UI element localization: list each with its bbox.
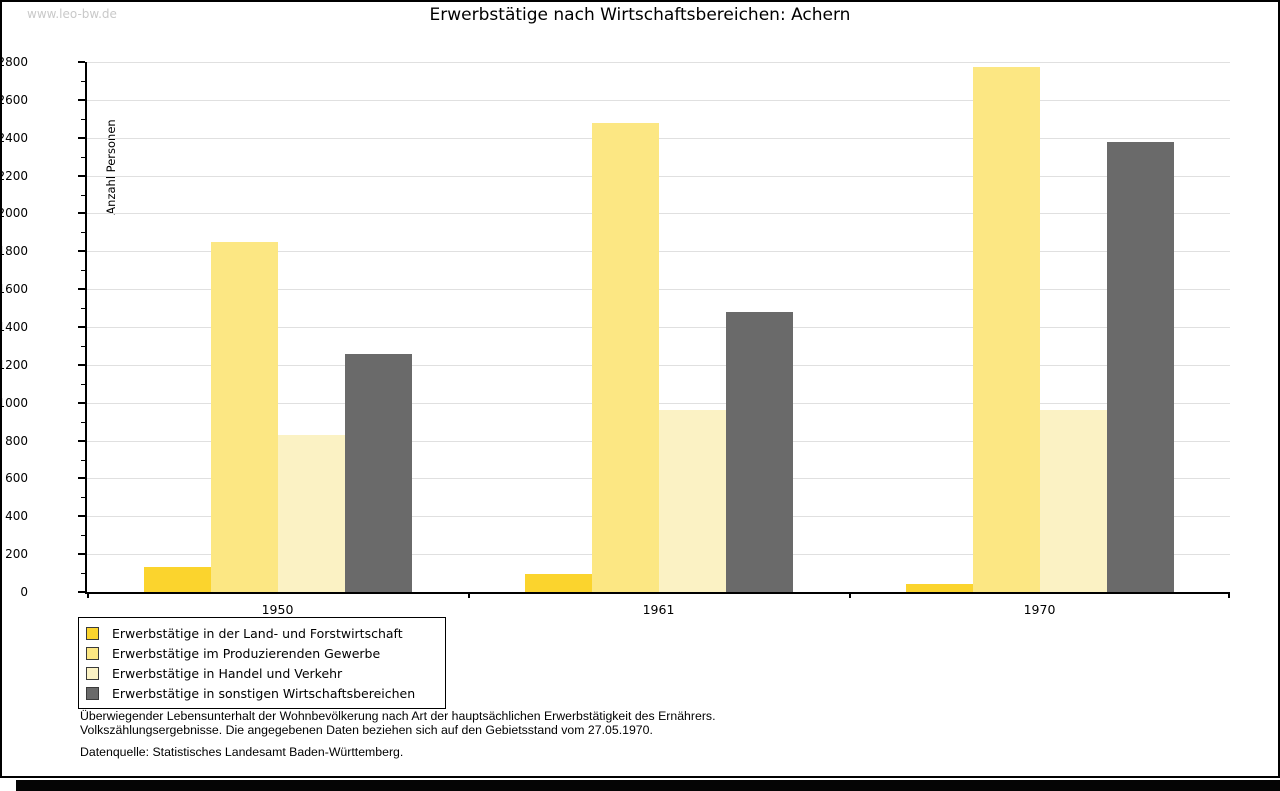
x-axis-tick: [1228, 592, 1230, 598]
data-source-text: Datenquelle: Statistisches Landesamt Bad…: [80, 745, 404, 759]
legend-swatch: [86, 686, 99, 700]
legend-label: Erwerbstätige in der Land- und Forstwirt…: [112, 625, 403, 641]
bar: [344, 353, 412, 592]
legend-item: Erwerbstätige in sonstigen Wirtschaftsbe…: [86, 683, 438, 703]
legend-item: Erwerbstätige in Handel und Verkehr: [86, 663, 438, 683]
y-axis-major-tick: [78, 288, 85, 291]
y-axis-minor-tick: [81, 308, 85, 310]
y-axis-minor-tick: [81, 80, 85, 82]
y-tick-label: 600: [5, 471, 28, 486]
bar: [1106, 142, 1174, 592]
footnote-text: Überwiegender Lebensunterhalt der Wohnbe…: [80, 709, 716, 737]
y-axis-minor-tick: [81, 459, 85, 461]
legend-swatch: [86, 646, 99, 660]
y-axis-minor-tick: [81, 573, 85, 575]
bar: [1039, 410, 1107, 592]
legend-box: Erwerbstätige in der Land- und Forstwirt…: [78, 617, 446, 709]
y-axis-major-tick: [78, 326, 85, 328]
legend-label: Erwerbstätige in sonstigen Wirtschaftsbe…: [112, 685, 416, 701]
footnote-line-1: Überwiegender Lebensunterhalt der Wohnbe…: [80, 709, 716, 723]
y-tick-label: 1200: [0, 357, 28, 372]
y-axis-minor-tick: [81, 383, 85, 385]
y-axis-minor-tick: [81, 535, 85, 537]
legend-label: Erwerbstätige in Handel und Verkehr: [112, 665, 343, 681]
y-axis-minor-tick: [81, 497, 85, 499]
x-axis-tick: [849, 592, 851, 598]
y-axis-minor-tick: [81, 194, 85, 196]
gridline: [87, 213, 1230, 215]
y-axis-major-tick: [78, 591, 85, 593]
y-axis-minor-tick: [81, 232, 85, 234]
y-axis-minor-tick: [81, 270, 85, 272]
gridline: [87, 62, 1230, 63]
y-tick-label: 0: [20, 585, 28, 599]
y-tick-label: 2400: [0, 130, 28, 145]
x-category-label: 1950: [261, 602, 294, 617]
legend-swatch: [86, 666, 99, 680]
footnote-line-2: Volkszählungsergebnisse. Die angegebenen…: [80, 723, 653, 737]
y-axis-major-tick: [78, 174, 85, 177]
bar: [725, 311, 793, 592]
y-tick-label: 2000: [0, 206, 28, 221]
y-axis-major-tick: [78, 401, 85, 404]
x-axis-tick: [87, 592, 89, 598]
frame-shadow: [16, 780, 1280, 791]
y-axis-major-tick: [78, 553, 85, 556]
y-tick-label: 2800: [0, 55, 28, 69]
bar: [524, 574, 592, 592]
y-tick-label: 800: [5, 433, 28, 448]
bar: [277, 434, 345, 592]
gridline: [87, 251, 1230, 253]
x-category-label: 1961: [642, 602, 675, 617]
y-tick-label: 2600: [0, 92, 28, 107]
y-axis-major-tick: [78, 136, 85, 139]
y-axis-major-tick: [78, 98, 85, 101]
gridline: [87, 327, 1230, 328]
legend-label: Erwerbstätige im Produzierenden Gewerbe: [112, 645, 381, 661]
x-category-label: 1970: [1023, 602, 1056, 617]
y-axis-label: Anzahl Personen: [104, 119, 118, 215]
bar: [972, 66, 1040, 592]
y-axis-major-tick: [78, 439, 85, 442]
y-tick-label: 2200: [0, 168, 28, 183]
y-tick-label: 1600: [0, 282, 28, 297]
y-tick-label: 400: [5, 509, 28, 524]
y-tick-label: 1000: [0, 395, 28, 410]
bar: [905, 584, 973, 592]
chart-title: Erwerbstätige nach Wirtschaftsbereichen:…: [429, 5, 851, 25]
y-axis-major-tick: [78, 212, 85, 215]
y-tick-label: 200: [5, 547, 28, 562]
bar: [210, 241, 278, 592]
y-axis-major-tick: [78, 363, 85, 366]
gridline: [87, 137, 1230, 139]
x-axis-tick: [468, 592, 470, 598]
y-tick-label: 1400: [0, 320, 28, 334]
y-axis-minor-tick: [81, 118, 85, 120]
y-axis-major-tick: [78, 250, 85, 253]
legend-swatch: [86, 626, 99, 640]
y-axis-major-tick: [78, 61, 85, 63]
plot-area: Anzahl Personen 0 200 400 600 800 1000 1200 140…: [0, 56, 1230, 617]
y-axis-minor-tick: [81, 345, 85, 347]
bar: [143, 567, 211, 592]
legend-item: Erwerbstätige im Produzierenden Gewerbe: [86, 643, 438, 663]
legend-item: Erwerbstätige in der Land- und Forstwirt…: [86, 623, 438, 643]
gridline: [87, 289, 1230, 291]
y-axis-minor-tick: [81, 421, 85, 423]
gridline: [87, 402, 1230, 404]
gridline: [87, 364, 1230, 366]
bar: [591, 122, 659, 592]
site-watermark: www.leo-bw.de: [27, 7, 117, 21]
gridline: [87, 175, 1230, 177]
y-axis-minor-tick: [81, 156, 85, 158]
y-axis-major-tick: [78, 477, 85, 480]
gridline: [87, 99, 1230, 101]
bar: [658, 410, 726, 592]
y-tick-label: 1800: [0, 244, 28, 259]
y-axis-major-tick: [78, 515, 85, 518]
